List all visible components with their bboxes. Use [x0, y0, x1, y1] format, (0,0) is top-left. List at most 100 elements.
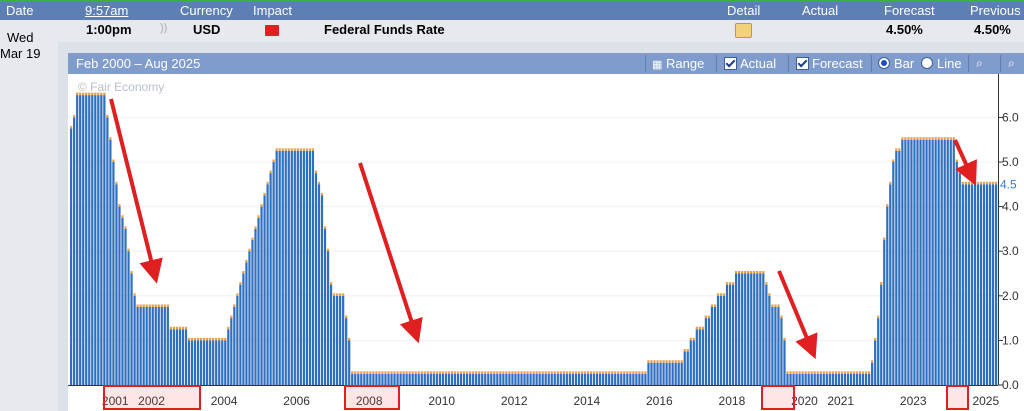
forecast-mark: [589, 371, 593, 374]
forecast-mark: [916, 137, 919, 140]
forecast-mark: [508, 371, 511, 374]
data-bar: [366, 373, 369, 385]
data-bar: [435, 373, 438, 385]
forecast-mark: [70, 126, 73, 129]
range-button-label: Range: [666, 56, 705, 71]
data-bar: [175, 329, 179, 385]
zoom-in-icon[interactable]: ⌕: [976, 56, 983, 70]
forecast-mark: [955, 159, 958, 162]
forecast-mark: [481, 371, 484, 374]
event-title[interactable]: Federal Funds Rate: [324, 22, 445, 37]
actual-checkbox-icon: [724, 57, 737, 70]
data-bar: [632, 373, 635, 385]
data-bar: [780, 318, 783, 385]
forecast-mark: [716, 293, 720, 296]
data-bar: [692, 340, 695, 385]
forecast-mark: [786, 371, 789, 374]
forecast-mark: [459, 371, 463, 374]
data-bar: [311, 150, 315, 385]
forecast-mark: [849, 371, 853, 374]
y-tick-label: 6.0: [1002, 110, 1019, 124]
data-bar: [514, 373, 517, 385]
data-bar: [387, 373, 390, 385]
data-bar: [178, 329, 182, 385]
forecast-mark: [556, 371, 559, 374]
forecast-mark: [441, 371, 445, 374]
data-bar: [348, 340, 351, 385]
top-accent-line: [0, 0, 1024, 2]
forecast-mark: [922, 137, 925, 140]
forecast-mark: [136, 304, 139, 307]
x-axis-area: [68, 385, 998, 411]
line-radio[interactable]: Line: [921, 53, 962, 74]
data-bar: [284, 150, 287, 385]
data-bar: [469, 373, 472, 385]
forecast-mark: [88, 92, 91, 96]
data-bar: [199, 340, 203, 385]
forecast-mark: [118, 204, 121, 207]
forecast-mark: [408, 371, 411, 374]
actual-toggle[interactable]: Actual: [724, 53, 776, 74]
forecast-mark: [834, 371, 837, 374]
data-bar: [206, 340, 209, 385]
data-bar: [668, 362, 671, 385]
bar-radio-icon: [878, 57, 890, 69]
data-bar: [774, 306, 777, 385]
forecast-mark: [133, 293, 136, 296]
forecast-mark: [982, 181, 986, 185]
data-bar: [798, 373, 801, 385]
data-bar: [245, 262, 248, 385]
data-bar: [656, 362, 659, 385]
forecast-mark: [747, 271, 750, 274]
forecast-mark: [952, 137, 955, 140]
data-bar: [595, 373, 599, 385]
data-bar: [825, 373, 828, 385]
data-bar: [520, 373, 523, 385]
zoom-out-icon[interactable]: ⌕: [1008, 56, 1015, 70]
range-button[interactable]: ▦ Range: [652, 53, 704, 74]
forecast-mark: [919, 137, 922, 140]
forecast-mark: [420, 371, 423, 374]
data-bar: [710, 306, 714, 385]
data-bar: [139, 306, 142, 385]
forecast-mark: [608, 371, 611, 374]
data-bar: [490, 373, 493, 385]
data-bar: [695, 329, 698, 385]
data-bar: [215, 340, 218, 385]
forecast-mark: [296, 148, 299, 151]
data-bar: [865, 373, 868, 385]
forecast-mark: [722, 293, 726, 296]
forecast-mark: [233, 304, 236, 307]
x-tick-label: 2025: [972, 394, 999, 408]
header-time[interactable]: 9:57am: [85, 3, 129, 18]
data-bar: [816, 373, 819, 385]
forecast-mark: [895, 148, 898, 151]
data-bar: [922, 139, 925, 385]
forecast-toggle[interactable]: Forecast: [796, 53, 863, 74]
data-bar: [586, 373, 590, 385]
data-bar: [118, 206, 121, 385]
data-bar: [336, 295, 339, 385]
event-row[interactable]: 1:00pm )) USD Federal Funds Rate 4.50% 4…: [0, 20, 1024, 42]
forecast-checkbox-icon: [796, 57, 809, 70]
forecast-mark: [203, 337, 206, 341]
bar-radio[interactable]: Bar: [878, 53, 914, 74]
data-bar: [190, 340, 194, 385]
data-bar: [499, 373, 502, 385]
sound-icon[interactable]: )): [160, 22, 168, 34]
data-bar: [895, 150, 898, 385]
forecast-mark: [472, 371, 475, 374]
separator: [871, 55, 872, 72]
data-bar: [707, 318, 711, 385]
folder-icon[interactable]: [735, 23, 752, 38]
data-bar: [940, 139, 943, 385]
data-bar: [345, 318, 348, 385]
forecast-mark: [719, 293, 723, 296]
forecast-mark: [976, 181, 980, 185]
forecast-mark: [692, 337, 695, 341]
forecast-mark: [175, 326, 179, 330]
forecast-mark: [520, 371, 523, 374]
forecast-mark: [967, 181, 970, 185]
data-bar: [496, 373, 499, 385]
forecast-mark: [759, 271, 762, 274]
